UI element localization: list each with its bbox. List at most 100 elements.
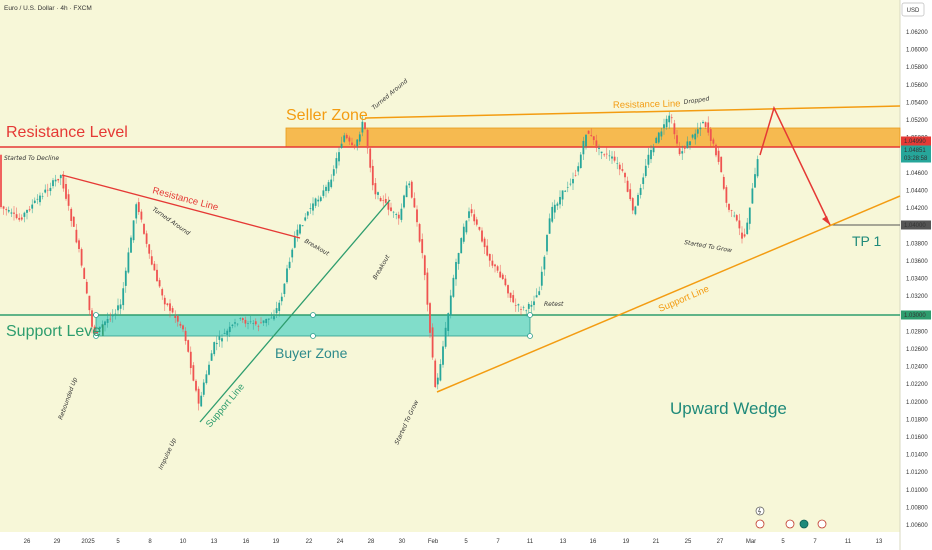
x-tick-label: 7 bbox=[496, 539, 500, 545]
candle-body bbox=[36, 198, 39, 200]
candle-body bbox=[187, 340, 190, 352]
y-tick-label: 1.00600 bbox=[906, 523, 928, 529]
candle-body bbox=[397, 214, 400, 219]
candle-body bbox=[650, 150, 652, 160]
y-tick-label: 1.04600 bbox=[906, 171, 928, 177]
us-flag-event-icon[interactable] bbox=[817, 519, 827, 529]
y-tick-label: 1.06000 bbox=[906, 48, 928, 54]
candle-body bbox=[325, 186, 327, 191]
candle-body bbox=[236, 323, 239, 325]
candle-body bbox=[751, 188, 754, 204]
candle-body bbox=[715, 144, 717, 156]
candle-body bbox=[556, 203, 559, 206]
candle-body bbox=[314, 198, 317, 206]
candle-body bbox=[626, 180, 629, 192]
candle-body bbox=[608, 155, 611, 157]
price-axis[interactable] bbox=[900, 0, 932, 550]
x-tick-label: 11 bbox=[845, 539, 852, 545]
candle-body bbox=[132, 220, 135, 241]
candle-body bbox=[509, 292, 512, 298]
candle-body bbox=[530, 304, 533, 307]
us-flag-event-icon[interactable] bbox=[755, 519, 765, 529]
candle-body bbox=[561, 190, 564, 200]
candle-body bbox=[322, 190, 325, 196]
y-tick-label: 1.01800 bbox=[906, 417, 928, 423]
candle-body bbox=[501, 274, 504, 280]
x-tick-label: Feb bbox=[428, 539, 439, 545]
candle-body bbox=[733, 215, 736, 217]
plot-area[interactable] bbox=[0, 0, 900, 532]
y-tick-label: 1.00800 bbox=[906, 505, 928, 511]
candle-body bbox=[223, 332, 226, 334]
candle-body bbox=[618, 164, 621, 170]
wedge-resistance-line[interactable] bbox=[364, 105, 901, 119]
y-tick-label: 1.02800 bbox=[906, 329, 928, 335]
annotation-retest: Retest bbox=[544, 301, 564, 308]
candle-body bbox=[624, 172, 626, 178]
price-tag-label: 03:28:58 bbox=[904, 156, 928, 162]
support-trendline-left[interactable] bbox=[199, 199, 391, 423]
x-tick-label: 21 bbox=[653, 539, 660, 545]
candle-body bbox=[408, 183, 411, 186]
candle-body bbox=[377, 192, 379, 195]
candle-body bbox=[80, 249, 83, 266]
candle-body bbox=[475, 219, 478, 225]
candle-body bbox=[332, 169, 335, 176]
candle-body bbox=[52, 180, 54, 187]
lightning-event-icon[interactable] bbox=[755, 506, 765, 516]
buyer-zone-handles[interactable] bbox=[93, 312, 533, 339]
event-icons[interactable] bbox=[755, 506, 827, 529]
price-tag-bg bbox=[901, 310, 931, 320]
y-tick-label: 1.01000 bbox=[906, 488, 928, 494]
eu-event-icon[interactable] bbox=[799, 519, 809, 529]
candle-body bbox=[543, 256, 546, 270]
candle-body bbox=[504, 278, 507, 286]
wedge-support-line[interactable] bbox=[436, 195, 901, 393]
candle-body bbox=[725, 187, 728, 203]
candle-body bbox=[452, 277, 455, 297]
y-tick-label: 1.01200 bbox=[906, 470, 928, 476]
candle-body bbox=[273, 316, 275, 320]
candle-body bbox=[720, 156, 723, 173]
candle-body bbox=[371, 165, 374, 186]
candle-body bbox=[39, 195, 41, 203]
candle-body bbox=[369, 148, 372, 168]
candle-body bbox=[704, 122, 707, 127]
candle-body bbox=[621, 169, 624, 171]
candle-body bbox=[15, 214, 18, 219]
candle-body bbox=[353, 144, 356, 146]
candle-body bbox=[587, 130, 590, 134]
candle-body bbox=[579, 154, 582, 169]
candle-body bbox=[150, 256, 153, 265]
candle-body bbox=[179, 323, 182, 326]
candle-body bbox=[169, 303, 171, 311]
candle-body bbox=[418, 224, 421, 242]
price-tag-bg bbox=[901, 145, 931, 155]
candle-body bbox=[286, 268, 288, 283]
candle-body bbox=[18, 217, 21, 220]
y-axis-ticks: 1.06200 1.06000 1.05800 1.05600 1.05400 1.052… bbox=[906, 30, 928, 529]
candle-body bbox=[616, 163, 619, 165]
candle-body bbox=[384, 198, 387, 203]
candle-body bbox=[455, 261, 457, 280]
buyer-zone-rect[interactable] bbox=[95, 314, 531, 337]
candle-body bbox=[171, 308, 174, 313]
candle-body bbox=[605, 153, 608, 155]
candle-body bbox=[254, 321, 257, 325]
currency-button[interactable] bbox=[901, 2, 925, 17]
resistance-trendline-left[interactable] bbox=[61, 174, 301, 239]
candle-body bbox=[507, 285, 509, 294]
candle-body bbox=[421, 239, 424, 254]
candle-body bbox=[244, 319, 247, 324]
y-tick-label: 1.03600 bbox=[906, 259, 928, 265]
us-flag-event-icon[interactable] bbox=[785, 519, 795, 529]
projection-path[interactable] bbox=[759, 105, 831, 226]
candle-body bbox=[533, 301, 535, 306]
candle-body bbox=[291, 249, 294, 258]
candle-body bbox=[351, 142, 353, 146]
candle-body bbox=[423, 255, 426, 276]
time-axis[interactable] bbox=[0, 532, 900, 550]
candle-body bbox=[413, 198, 416, 208]
candles bbox=[0, 110, 759, 411]
